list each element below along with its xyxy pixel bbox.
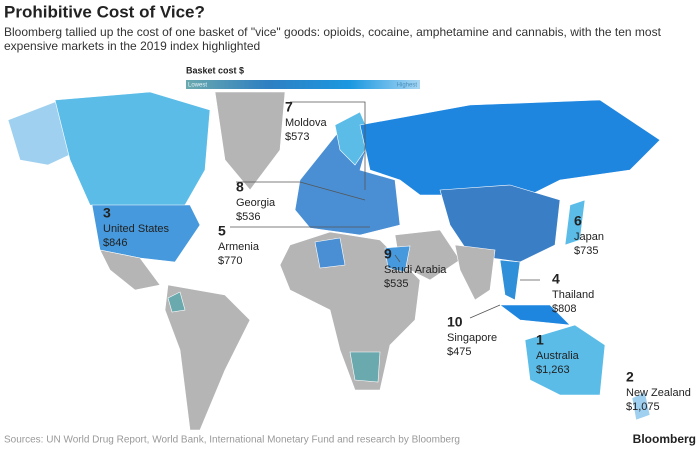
market-cost: $1,263	[536, 364, 570, 376]
market-cost: $770	[218, 255, 242, 267]
subtitle-box: Bloomberg tallied up the cost of one bas…	[4, 25, 661, 53]
market-cost: $735	[574, 245, 598, 257]
market-rank: 4	[552, 271, 560, 287]
market-country: Japan	[574, 231, 604, 243]
legend-low: Lowest	[188, 83, 207, 89]
market-country: Saudi Arabia	[384, 264, 447, 276]
market-cost: $535	[384, 278, 408, 290]
market-country: Armenia	[218, 241, 260, 253]
market-rank: 5	[218, 223, 226, 239]
market-cost: $1,075	[626, 401, 660, 413]
source: Sources: UN World Drug Report, World Ban…	[4, 435, 460, 446]
leader-lines	[230, 101, 540, 319]
brand: Bloomberg	[633, 432, 696, 446]
market-rank: 8	[236, 179, 244, 195]
landmasses	[7, 91, 661, 431]
market-country: Thailand	[552, 289, 594, 301]
market-labels: 7 Moldova $573 8 Georgia $536 5 Armenia $770 3 Uni…	[103, 99, 691, 413]
market-country: Singapore	[447, 332, 497, 344]
market-country: New Zealand	[626, 387, 691, 399]
legend-high: Highest	[397, 83, 418, 89]
market-rank: 9	[384, 246, 392, 262]
market-cost: $846	[103, 237, 127, 249]
legend-scale	[186, 80, 420, 89]
market-rank: 1	[536, 332, 544, 348]
market-rank: 3	[103, 205, 111, 221]
market-rank: 10	[447, 314, 463, 330]
market-country: Australia	[536, 350, 580, 362]
market-country: United States	[103, 223, 170, 235]
market-cost: $536	[236, 211, 260, 223]
market-cost: $808	[552, 303, 576, 315]
market-rank: 7	[285, 99, 293, 115]
market-cost: $573	[285, 131, 309, 143]
subtitle: Bloomberg tallied up the cost of one bas…	[4, 25, 661, 53]
market-rank: 6	[574, 213, 582, 229]
market-cost: $475	[447, 346, 471, 358]
market-country: Georgia	[236, 197, 276, 209]
title: Prohibitive Cost of Vice?	[4, 2, 205, 21]
market-country: Moldova	[285, 117, 327, 129]
legend-title: Basket cost $	[186, 65, 244, 75]
market-rank: 2	[626, 369, 634, 385]
